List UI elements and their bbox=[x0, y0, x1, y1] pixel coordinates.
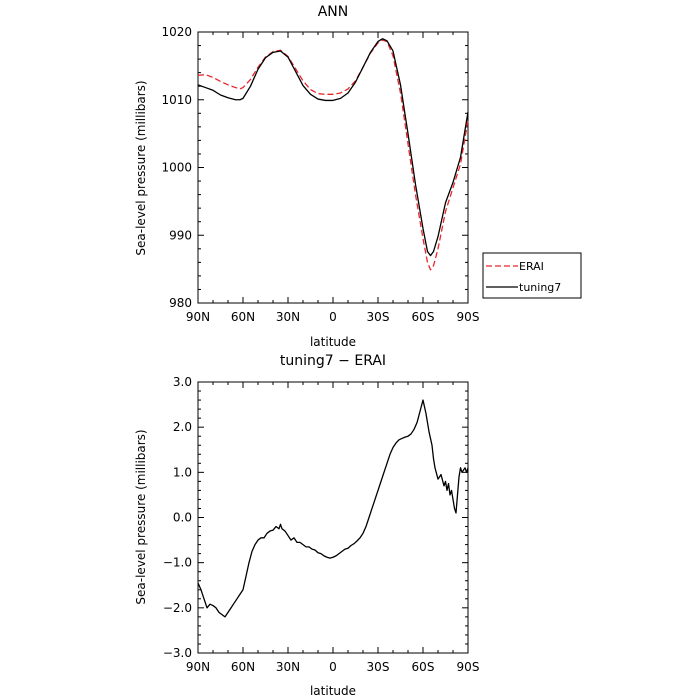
x-axis-title: latitude bbox=[310, 335, 356, 349]
difference-panel: tuning7 − ERAI 90N 60N 30N 0 30S 60S 90S −3.0 −2… bbox=[134, 353, 479, 698]
y-tick-label: −1.0 bbox=[163, 556, 192, 570]
axis-ticks: 90N 60N 30N 0 30S 60S 90S −3.0 −2.0 −1.0 0.0 1.0 2.0… bbox=[163, 375, 480, 674]
axis-ticks: 90N 60N 30N 0 30S 60S 90S 980 990 1000 1010 1020 bbox=[161, 25, 479, 324]
x-tick-label: 30S bbox=[367, 310, 390, 324]
x-tick-label: 60N bbox=[231, 660, 255, 674]
y-tick-label: −3.0 bbox=[163, 646, 192, 660]
y-tick-label: 1020 bbox=[161, 25, 192, 39]
y-tick-label: 1000 bbox=[161, 161, 192, 175]
y-tick-label: 990 bbox=[169, 228, 192, 242]
y-axis-title: Sea-level pressure (millibars) bbox=[134, 80, 148, 255]
chart-title: tuning7 − ERAI bbox=[280, 353, 386, 369]
series-line-difference bbox=[197, 399, 469, 618]
y-tick-label: 3.0 bbox=[173, 375, 192, 389]
x-tick-label: 60S bbox=[412, 310, 435, 324]
y-tick-label: 2.0 bbox=[173, 420, 192, 434]
x-tick-label: 0 bbox=[329, 660, 337, 674]
slp-panel: ANN 90N 60N 30N 0 30S 60S 90S 980 990 1000 1010 102… bbox=[134, 4, 582, 349]
x-tick-label: 90N bbox=[186, 660, 210, 674]
y-tick-label: 1.0 bbox=[173, 465, 192, 479]
x-tick-label: 60N bbox=[231, 310, 255, 324]
x-tick-label: 90S bbox=[457, 660, 480, 674]
data-lines bbox=[197, 38, 469, 271]
legend-label-erai: ERAI bbox=[519, 260, 544, 273]
y-tick-label: 1010 bbox=[161, 93, 192, 107]
y-axis-title: Sea-level pressure (millibars) bbox=[134, 429, 148, 604]
legend-frame bbox=[482, 252, 582, 299]
x-tick-label: 90N bbox=[186, 310, 210, 324]
x-tick-label: 90S bbox=[457, 310, 480, 324]
plot-area: 90N 60N 30N 0 30S 60S 90S 980 990 1000 1010 1020 bbox=[161, 25, 479, 324]
data-lines bbox=[197, 399, 469, 618]
series-line-tuning7 bbox=[197, 38, 469, 257]
x-tick-label: 60S bbox=[412, 660, 435, 674]
chart-title: ANN bbox=[318, 4, 349, 20]
legend: ERAI tuning7 bbox=[482, 252, 582, 299]
x-tick-label: 0 bbox=[329, 310, 337, 324]
plot-area: 90N 60N 30N 0 30S 60S 90S −3.0 −2.0 −1.0 0.0 1.0 2.0… bbox=[163, 375, 480, 674]
y-tick-label: −2.0 bbox=[163, 601, 192, 615]
legend-label-tuning7: tuning7 bbox=[519, 281, 561, 294]
x-tick-label: 30N bbox=[276, 310, 300, 324]
series-line-erai bbox=[197, 39, 469, 271]
x-tick-label: 30S bbox=[367, 660, 390, 674]
y-tick-label: 980 bbox=[169, 296, 192, 310]
x-tick-label: 30N bbox=[276, 660, 300, 674]
y-tick-label: 0.0 bbox=[173, 511, 192, 525]
x-axis-title: latitude bbox=[310, 684, 356, 698]
